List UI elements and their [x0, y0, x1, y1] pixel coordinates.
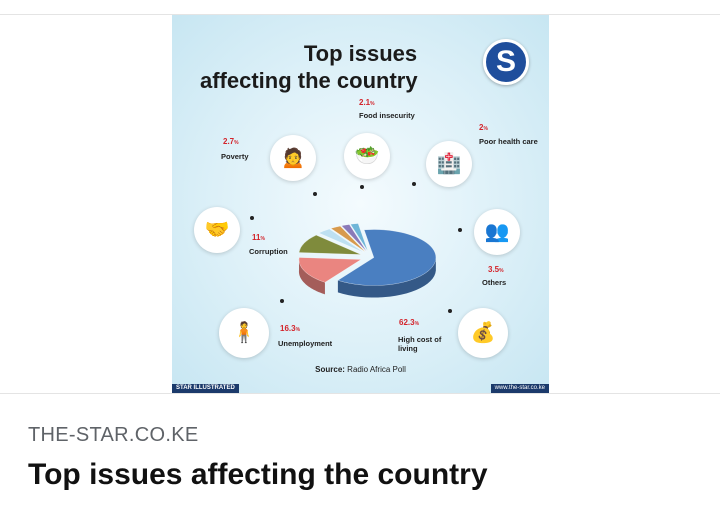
infographic-image[interactable]: Top issues affecting the country S 2.1% … — [172, 15, 549, 393]
others-icon: 👥 — [474, 209, 520, 255]
pie-slice — [318, 228, 364, 253]
label-food-insecurity: Food insecurity — [359, 111, 415, 120]
top-divider — [0, 14, 720, 15]
pct-high-cost-of-living: 62.3% — [399, 318, 420, 327]
leader-dot — [448, 309, 452, 313]
label-unemployment: Unemployment — [278, 339, 333, 348]
article-headline[interactable]: Top issues affecting the country — [28, 458, 488, 491]
infographic-title-line1: Top issues — [303, 41, 418, 66]
label-others: Others — [482, 278, 507, 287]
leader-dot — [250, 216, 254, 220]
food-icon: 🥗 — [344, 133, 390, 179]
leader-dot — [313, 192, 317, 196]
label-poor-health-care: Poor health care — [479, 137, 538, 146]
pct-food-insecurity: 2.1% — [359, 98, 375, 107]
leader-dot — [360, 185, 364, 189]
leader-dot — [412, 182, 416, 186]
health-care-icon: 🏥 — [426, 141, 472, 187]
poverty-icon: 🙍 — [270, 135, 316, 181]
pie-slice — [298, 257, 362, 283]
pie-slice-side — [337, 258, 436, 298]
unemployment-icon: 🧍 — [219, 308, 269, 358]
leader-dot — [458, 228, 462, 232]
corruption-icon: 🤝 — [194, 207, 240, 253]
star-logo-icon: S — [483, 39, 529, 85]
pct-poor-health-care: 2% — [479, 123, 488, 132]
pie-slice — [350, 223, 369, 252]
credit-left: STAR ILLUSTRATED — [172, 384, 239, 393]
source-note: Source: Radio Africa Poll — [315, 365, 406, 374]
site-name[interactable]: THE-STAR.CO.KE — [28, 424, 199, 446]
pie-slice — [341, 224, 367, 252]
label-corruption: Corruption — [249, 247, 288, 256]
pie-slice — [330, 225, 366, 252]
label-high-cost-of-living: High cost of living — [398, 335, 442, 353]
pie-slice — [337, 229, 437, 286]
credit-right: www.the-star.co.ke — [490, 384, 549, 393]
image-divider — [0, 393, 720, 394]
pie-slice-side — [298, 258, 325, 295]
pie-chart — [298, 223, 437, 298]
pie-slice — [298, 234, 361, 255]
leader-dot — [280, 299, 284, 303]
cost-of-living-icon: 💰 — [458, 308, 508, 358]
infographic-title-line2: affecting the country — [200, 68, 418, 93]
pct-unemployment: 16.3% — [280, 324, 301, 333]
pct-poverty: 2.7% — [223, 137, 239, 146]
label-poverty: Poverty — [221, 152, 249, 161]
pct-others: 3.5% — [488, 265, 504, 274]
pct-corruption: 11% — [252, 233, 265, 242]
